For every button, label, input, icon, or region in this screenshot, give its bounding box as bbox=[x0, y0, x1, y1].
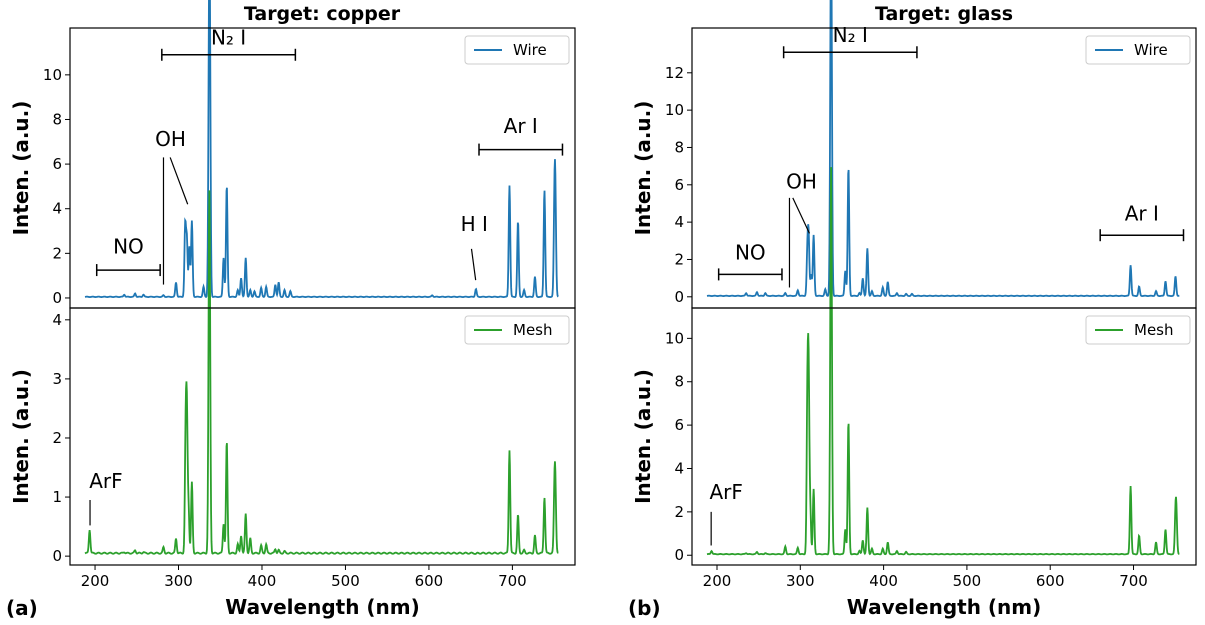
axes-frame bbox=[69, 27, 576, 309]
chart-title: Target: copper bbox=[244, 3, 401, 25]
annotation: NO bbox=[717, 240, 783, 281]
x-tick-label: 200 bbox=[703, 572, 732, 590]
y-tick-label: 8 bbox=[674, 373, 684, 391]
subplot-wire: 0 2 4 6 8 10 Inten. (a.u.) N₂ I NO OH H I Ar I Wire bbox=[9, 0, 576, 309]
y-tick-label: 6 bbox=[674, 416, 684, 434]
subplot-wire: 0 2 4 6 8 10 12 Inten. (a.u.) N₂ I NO OH Ar I Wire bbox=[631, 0, 1197, 309]
panel-glass: Target: glass 0 2 4 6 8 10 12 Inten. (a.u.) N₂ I N… bbox=[631, 0, 1197, 619]
x-tick-label: 600 bbox=[415, 572, 444, 590]
x-tick-label: 500 bbox=[331, 572, 360, 590]
legend: Wire bbox=[464, 35, 570, 65]
legend-entry: Wire bbox=[1134, 41, 1168, 59]
annotation-label: NO bbox=[113, 234, 144, 258]
x-tick-label: 600 bbox=[1036, 572, 1065, 590]
y-tick-label: 2 bbox=[52, 429, 62, 447]
y-tick-label: 1 bbox=[52, 488, 62, 506]
y-tick-label: 6 bbox=[52, 155, 62, 173]
y-tick-label: 2 bbox=[674, 503, 684, 521]
annotation-label: Ar I bbox=[1125, 201, 1159, 225]
x-tick-label: 300 bbox=[786, 572, 815, 590]
y-tick-label: 0 bbox=[674, 546, 684, 564]
annotation: OH bbox=[155, 127, 189, 285]
annotation-label: NO bbox=[735, 240, 766, 264]
annotation-label: H I bbox=[461, 212, 488, 236]
x-tick-label: 200 bbox=[81, 572, 110, 590]
y-tick-label: 8 bbox=[52, 110, 62, 128]
y-tick-label: 10 bbox=[665, 329, 684, 347]
legend: Mesh bbox=[464, 315, 570, 345]
y-tick-label: 10 bbox=[43, 66, 62, 84]
annotation-label: N₂ I bbox=[211, 26, 246, 50]
annotation-label: Ar I bbox=[504, 114, 538, 138]
legend-entry: Wire bbox=[513, 41, 547, 59]
y-tick-label: 4 bbox=[674, 213, 684, 231]
subplot-mesh: 0 2 4 6 8 10 Inten. (a.u.) ArF Mesh bbox=[631, 167, 1197, 566]
legend-entry: Mesh bbox=[1134, 321, 1174, 339]
annotation: N₂ I bbox=[161, 26, 297, 61]
axes-frame bbox=[691, 307, 1197, 566]
x-tick-label: 300 bbox=[164, 572, 193, 590]
y-tick-label: 4 bbox=[52, 200, 62, 218]
y-axis-label: Inten. (a.u.) bbox=[9, 101, 33, 236]
x-tick-label: 400 bbox=[869, 572, 898, 590]
chart-title: Target: glass bbox=[875, 3, 1013, 25]
series-line-mesh bbox=[84, 190, 559, 555]
annotation-label: N₂ I bbox=[833, 23, 868, 47]
series-line-wire bbox=[84, 0, 559, 298]
y-tick-label: 4 bbox=[674, 459, 684, 477]
annotation: Ar I bbox=[478, 114, 564, 156]
y-tick-label: 2 bbox=[52, 244, 62, 262]
x-tick-label: 400 bbox=[248, 572, 277, 590]
y-tick-label: 2 bbox=[674, 250, 684, 268]
legend: Mesh bbox=[1085, 315, 1191, 345]
y-tick-label: 0 bbox=[52, 289, 62, 307]
annotation-label: OH bbox=[786, 170, 817, 194]
annotation-label: OH bbox=[155, 127, 186, 151]
x-axis-label: Wavelength (nm) bbox=[225, 595, 420, 619]
legend: Wire bbox=[1085, 35, 1191, 65]
annotation: NO bbox=[95, 234, 161, 277]
x-axis-label: Wavelength (nm) bbox=[847, 595, 1042, 619]
y-tick-label: 0 bbox=[674, 288, 684, 306]
y-axis-label: Inten. (a.u.) bbox=[631, 369, 655, 504]
x-tick-label: 700 bbox=[1119, 572, 1148, 590]
annotation: ArF bbox=[709, 480, 743, 546]
y-tick-label: 10 bbox=[665, 101, 684, 119]
y-tick-label: 4 bbox=[52, 311, 62, 329]
annotation: H I bbox=[461, 212, 488, 281]
y-axis-label: Inten. (a.u.) bbox=[9, 369, 33, 504]
annotation: N₂ I bbox=[782, 23, 918, 59]
x-tick-label: 500 bbox=[953, 572, 982, 590]
y-axis-label: Inten. (a.u.) bbox=[631, 101, 655, 236]
series-line-mesh bbox=[706, 167, 1180, 556]
subplot-mesh: 0 1 2 3 4 Inten. (a.u.) ArF Mesh bbox=[9, 190, 576, 566]
annotation: OH bbox=[786, 170, 817, 288]
y-tick-label: 12 bbox=[665, 64, 684, 82]
legend-entry: Mesh bbox=[513, 321, 553, 339]
y-tick-label: 8 bbox=[674, 138, 684, 156]
y-tick-label: 0 bbox=[52, 547, 62, 565]
y-tick-label: 3 bbox=[52, 370, 62, 388]
annotation-label: ArF bbox=[709, 480, 742, 504]
annotation: Ar I bbox=[1099, 201, 1185, 242]
series-line-wire bbox=[706, 0, 1180, 297]
annotation-label: ArF bbox=[89, 469, 122, 493]
annotation: ArF bbox=[89, 469, 123, 526]
y-tick-label: 6 bbox=[674, 176, 684, 194]
x-tick-label: 700 bbox=[498, 572, 527, 590]
panel-letter-b: (b) bbox=[628, 596, 661, 620]
axes-frame bbox=[691, 27, 1197, 309]
panel-letter-a: (a) bbox=[6, 596, 38, 620]
axes-frame bbox=[69, 307, 576, 566]
